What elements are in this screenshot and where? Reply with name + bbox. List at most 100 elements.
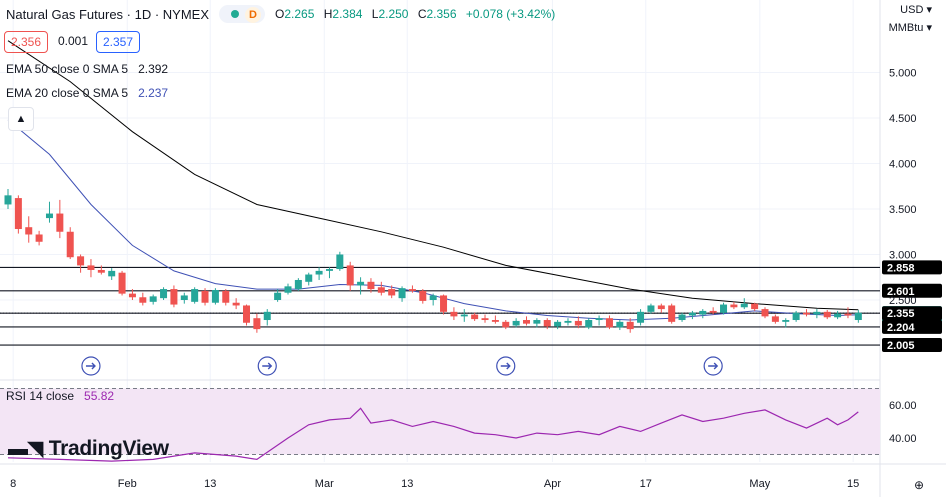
level-tag: [882, 306, 942, 321]
ema20-legend[interactable]: EMA 20 close 0 SMA 5 2.237: [6, 86, 168, 100]
candle-body: [481, 318, 489, 321]
candle-up: [305, 272, 313, 286]
candle-up: [429, 293, 437, 306]
tradingview-logo[interactable]: ▬◥ TradingView: [8, 436, 169, 461]
price-tick-label: 2.500: [889, 295, 917, 307]
candle-body: [616, 321, 624, 328]
candle-up: [160, 287, 168, 300]
candle-down: [232, 298, 240, 310]
sell-button[interactable]: 2.356: [4, 31, 49, 53]
dividend-arrow-icon: [703, 356, 723, 376]
candle-down: [574, 316, 582, 329]
globe-icon: ⊕: [913, 478, 924, 492]
symbol-title[interactable]: Natural Gas Futures · 1D · NYMEX: [6, 6, 209, 22]
candle-body: [751, 303, 759, 310]
candle-body: [523, 320, 530, 324]
candle-body: [668, 305, 676, 322]
candle-body: [284, 286, 292, 293]
candle-down: [605, 315, 613, 330]
candle-body: [709, 310, 717, 313]
candle-body: [657, 305, 665, 310]
candle-down: [543, 318, 551, 330]
candle-body: [543, 320, 551, 327]
candle-body: [574, 320, 582, 326]
ema50-legend[interactable]: EMA 50 close 0 SMA 5 2.392: [6, 62, 168, 76]
level-tag: [882, 319, 942, 334]
horizontal-levels: [0, 266, 880, 346]
candle-body: [440, 295, 448, 312]
candle-up: [4, 188, 12, 209]
candle-up: [699, 309, 707, 319]
market-status-pill[interactable]: D: [219, 5, 265, 23]
candle-up: [315, 267, 323, 280]
candle-up: [398, 286, 406, 302]
candle-body: [367, 281, 375, 290]
buy-button[interactable]: 2.357: [96, 31, 141, 53]
candles-layer: [4, 188, 862, 333]
ema50-label: EMA 50 close 0 SMA 5: [6, 62, 129, 76]
candle-body: [56, 213, 64, 232]
candle-up: [325, 267, 333, 279]
ema20-label: EMA 20 close 0 SMA 5: [6, 86, 129, 100]
price-axis[interactable]: 2.8582.6012.35603:02:022.3552.2042.0055.…: [882, 68, 942, 446]
time-tick-label: Mar: [315, 478, 334, 490]
candle-body: [647, 305, 655, 312]
candle-down: [802, 309, 810, 317]
candle-body: [834, 313, 842, 318]
marker-arrow: [500, 362, 511, 370]
candle-down: [14, 195, 22, 234]
candle-body: [761, 309, 769, 317]
rsi-legend[interactable]: RSI 14 close 55.82: [6, 389, 114, 403]
candle-up: [274, 289, 282, 302]
rsi-pane: [0, 388, 880, 462]
candle-body: [688, 312, 696, 316]
candle-up: [211, 288, 219, 305]
candle-up: [595, 315, 603, 326]
candle-up: [460, 309, 468, 322]
unit-selector[interactable]: MMBtu ▾: [889, 21, 932, 34]
currency-selector[interactable]: USD ▾: [900, 3, 932, 16]
candle-down: [66, 227, 74, 260]
candle-down: [626, 318, 634, 333]
time-axis[interactable]: 8 Feb 13 Mar 13 Apr 17 May 15: [10, 478, 859, 490]
candle-body: [4, 195, 12, 205]
rsi-label: RSI 14 close: [6, 389, 75, 403]
candle-up: [180, 292, 188, 304]
candle-body: [554, 321, 562, 327]
open-key: O: [275, 7, 285, 21]
candle-up: [357, 277, 365, 295]
candle-body: [595, 318, 603, 321]
currency-label: USD: [900, 4, 924, 16]
ema50-value: 2.392: [138, 62, 169, 76]
timezone-button[interactable]: ⊕: [914, 478, 924, 492]
candle-body: [699, 310, 707, 315]
ema50-line: [7, 40, 859, 311]
candle-body: [771, 316, 779, 322]
candle-up: [720, 302, 728, 315]
candle-up: [512, 318, 520, 328]
candle-body: [315, 270, 323, 275]
candle-down: [709, 307, 717, 315]
time-tick-label: 17: [640, 478, 652, 490]
candle-up: [616, 320, 624, 331]
candle-down: [201, 288, 209, 306]
level-label: 2.005: [887, 340, 915, 352]
candle-down: [56, 199, 64, 239]
candle-body: [294, 279, 302, 290]
candle-body: [813, 311, 821, 315]
candle-down: [730, 301, 738, 310]
candle-body: [305, 274, 313, 282]
collapse-legend-button[interactable]: ▲: [8, 107, 34, 131]
candle-down: [25, 216, 33, 243]
candle-body: [854, 312, 862, 321]
ohlc-values: O2.265 H2.384 L2.250 C2.356 +0.078 (+3.4…: [275, 7, 561, 21]
candle-body: [502, 321, 510, 328]
rsi-line: [7, 407, 859, 462]
candle-down: [491, 315, 499, 324]
dividend-arrow-icon: [496, 356, 516, 376]
candle-up: [647, 303, 655, 314]
candle-body: [243, 305, 251, 323]
candle-up: [678, 312, 686, 322]
